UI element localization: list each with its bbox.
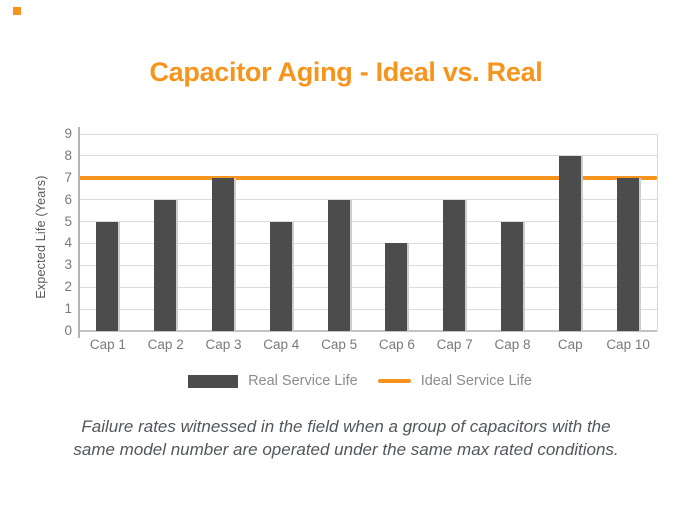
bar-cap-4 [269,221,294,331]
corner-accent-square [13,7,21,15]
caption-line-1: Failure rates witnessed in the field whe… [81,417,611,436]
plot-right-border [657,134,658,331]
bar-cap-7 [443,199,468,331]
y-tick-label-5: 5 [64,213,72,229]
bar-cap-6 [385,243,410,331]
chart-legend: Real Service Life Ideal Service Life [14,372,692,390]
chart-title: Capacitor Aging - Ideal vs. Real [149,57,543,87]
gridline-y-5 [79,221,657,223]
x-tick-label-3: Cap 3 [205,337,242,352]
y-tick-label-4: 4 [64,235,72,251]
legend-item-real: Real Service Life [188,373,358,389]
x-tick-label-10: Cap 10 [606,337,650,352]
y-tick-label-6: 6 [64,191,72,207]
bar-cap-3 [212,177,236,331]
y-axis-line [78,127,80,338]
legend-line-ideal-icon [377,379,411,383]
y-tick-label-1: 1 [64,301,72,317]
y-tick-label-9: 9 [64,126,72,141]
gridline-y-1 [79,308,657,310]
x-tick-label-9: Cap [557,337,583,352]
bar-cap-10 [616,177,641,331]
legend-label-ideal: Ideal Service Life [420,373,532,389]
x-tick-label-4: Cap 4 [263,337,300,352]
gridline-y-3 [79,264,657,266]
gridline-y-8 [79,155,657,157]
ideal-service-life-line [79,175,657,180]
x-tick-label-7: Cap 7 [436,337,473,352]
legend-label-real: Real Service Life [248,373,358,389]
gridline-y-9 [79,133,657,135]
x-tick-label-1: Cap 1 [89,337,126,352]
bar-cap-5 [327,199,352,331]
y-tick-label-3: 3 [64,257,72,273]
x-tick-label-5: Cap 5 [321,337,358,352]
y-tick-label-8: 8 [64,147,72,163]
x-tick-label-2: Cap 2 [147,337,184,352]
y-tick-label-7: 7 [64,169,72,185]
x-tick-label-6: Cap 6 [378,337,415,352]
legend-swatch-real-icon [188,374,239,388]
gridline-y-0 [79,330,657,332]
bar-cap-2 [154,199,179,331]
caption-line-2: same model number are operated under the… [73,440,619,459]
y-tick-label-0: 0 [64,323,72,338]
bar-cap-8 [501,221,525,331]
x-tick-label-8: Cap 8 [494,337,531,352]
y-tick-label-2: 2 [64,279,72,295]
legend-item-ideal: Ideal Service Life [377,373,532,389]
gridline-y-4 [79,242,657,244]
bar-cap-1 [96,221,121,331]
bar-cap [558,155,583,331]
gridline-y-6 [79,199,657,201]
gridline-y-2 [79,286,657,288]
chart-caption: Failure rates witnessed in the field whe… [0,415,692,461]
